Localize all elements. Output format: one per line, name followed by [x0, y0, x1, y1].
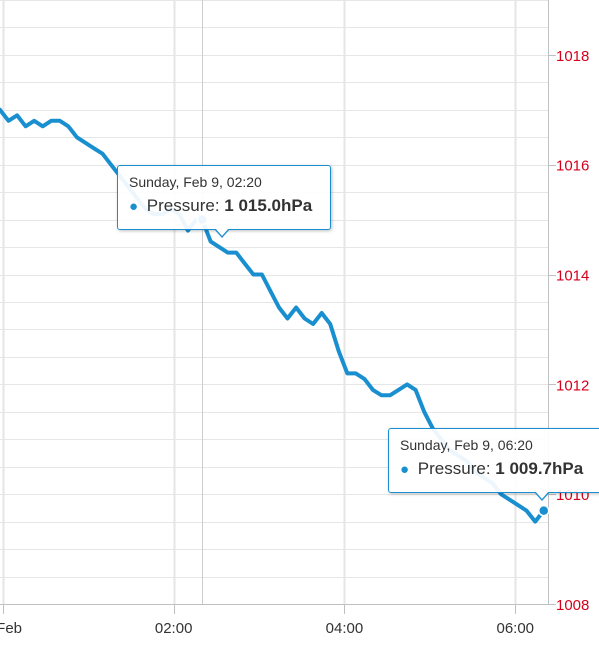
y-tick-label: 1018: [556, 48, 589, 65]
tooltip-value: 1 009.7hPa: [495, 459, 584, 478]
tooltip-first: Sunday, Feb 9, 02:20 ● Pressure: 1 015.0…: [117, 165, 331, 230]
x-tick-label: 9 Feb: [0, 620, 22, 637]
tooltip-second: Sunday, Feb 9, 06:20 ● Pressure: 1 009.7…: [388, 428, 599, 493]
tooltip-value-row: ● Pressure: 1 009.7hPa: [400, 459, 584, 478]
tooltip-value: 1 015.0hPa: [224, 196, 313, 215]
x-tick-label: 02:00: [155, 620, 193, 637]
tooltip-arrow-fill: [535, 491, 549, 499]
tooltip-date: Sunday, Feb 9, 06:20: [400, 437, 533, 453]
x-tick-label: 06:00: [496, 620, 534, 637]
x-tick-label: 04:00: [326, 620, 364, 637]
tooltip-series-name: Pressure: [417, 459, 486, 478]
y-tick-label: 1012: [556, 377, 589, 394]
y-tick-label: 1016: [556, 158, 589, 175]
hover-marker: [537, 504, 550, 517]
series-dot-icon: ●: [129, 198, 139, 215]
y-tick-label: 1008: [556, 597, 589, 614]
y-tick-label: 1014: [556, 268, 589, 285]
tooltip-arrow-fill: [215, 228, 229, 236]
tooltip-series-name: Pressure: [146, 196, 215, 215]
series-dot-icon: ●: [400, 461, 410, 478]
tooltip-value-row: ● Pressure: 1 015.0hPa: [129, 196, 313, 215]
tooltip-date: Sunday, Feb 9, 02:20: [129, 174, 262, 190]
